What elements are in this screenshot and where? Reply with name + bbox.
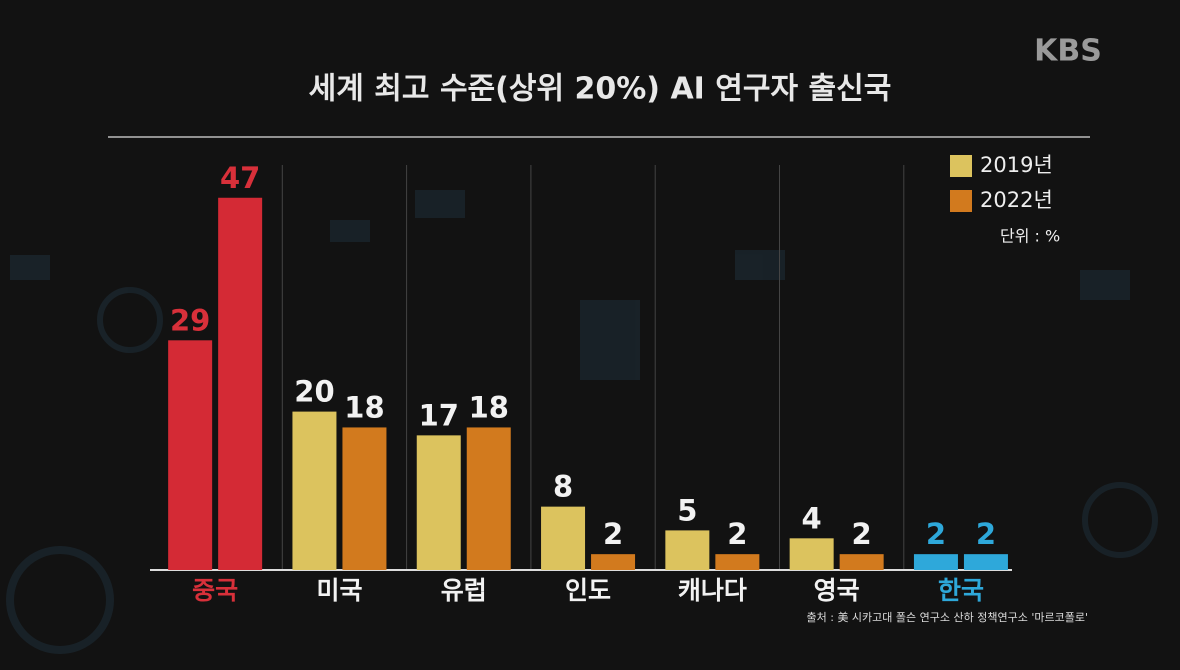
value-label: 18 xyxy=(469,390,509,424)
value-label: 18 xyxy=(344,390,384,424)
value-label: 8 xyxy=(553,470,573,504)
bar xyxy=(715,554,760,570)
x-tick-label: 한국 xyxy=(938,576,984,605)
legend-swatch xyxy=(950,155,972,177)
x-tick-label: 캐나다 xyxy=(678,576,747,605)
value-label: 2 xyxy=(603,517,623,551)
bar xyxy=(342,427,387,570)
value-label: 2 xyxy=(727,517,747,551)
bar xyxy=(963,554,1008,570)
x-tick-label: 영국 xyxy=(814,576,860,605)
bar xyxy=(789,538,834,570)
legend-swatch xyxy=(950,190,972,212)
bar xyxy=(466,427,511,570)
legend-label: 2022년 xyxy=(980,188,1053,212)
value-label: 2 xyxy=(976,517,996,551)
value-label: 47 xyxy=(220,161,260,195)
decor xyxy=(6,190,1158,654)
logo: KBS xyxy=(1034,34,1102,69)
bar xyxy=(292,411,337,570)
bar xyxy=(218,197,263,570)
x-tick-label: 중국 xyxy=(192,576,238,605)
bar xyxy=(541,506,586,570)
value-label: 2 xyxy=(926,517,946,551)
bar xyxy=(839,554,884,570)
unit-note: 단위 : % xyxy=(1000,227,1060,246)
value-label: 20 xyxy=(294,375,334,409)
source: 출처 : 美 시카고대 폴슨 연구소 산하 정책연구소 '마르코폴로' xyxy=(807,610,1089,624)
bar xyxy=(913,554,958,570)
value-label: 29 xyxy=(170,303,210,337)
value-label: 5 xyxy=(677,493,697,527)
value-label: 4 xyxy=(802,501,822,535)
bar xyxy=(416,435,461,570)
legend-label: 2019년 xyxy=(980,153,1053,177)
x-tick-label: 인도 xyxy=(565,576,611,605)
x-tick-label: 유럽 xyxy=(441,576,487,605)
bar xyxy=(591,554,636,570)
bar xyxy=(168,340,213,570)
x-tick-label: 미국 xyxy=(316,576,362,605)
chart-title: 세계 최고 수준(상위 20%) AI 연구자 출신국 xyxy=(309,72,892,107)
bar xyxy=(665,530,710,570)
value-label: 17 xyxy=(419,398,459,432)
value-label: 2 xyxy=(852,517,872,551)
